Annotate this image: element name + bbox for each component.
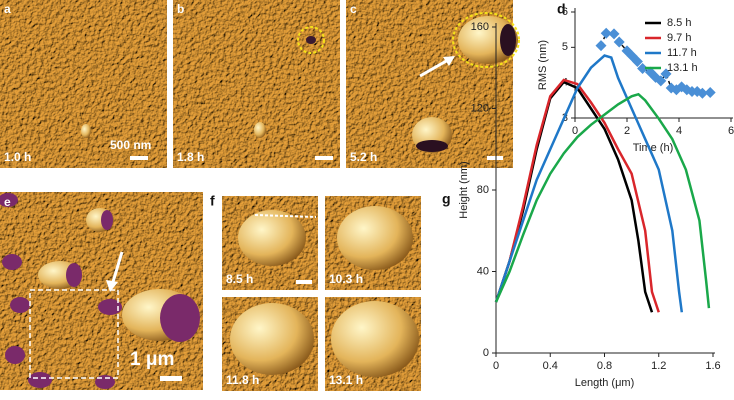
x-tick-label: 0.4 xyxy=(543,360,558,372)
arrow xyxy=(111,251,124,283)
time-label: 11.8 h xyxy=(226,373,259,387)
particle xyxy=(337,206,413,270)
line xyxy=(494,92,711,309)
scale-bar xyxy=(130,156,148,160)
y-axis-label: Height (nm) xyxy=(458,161,470,218)
image-f: 8.5 h 10.3 h 11.8 h 13.1 h xyxy=(222,196,421,391)
panel-label: c xyxy=(350,2,357,16)
x-tick-label: 0 xyxy=(572,125,578,137)
legend-label: 9.7 h xyxy=(667,32,691,44)
time-label: 1.8 h xyxy=(177,150,204,164)
particle xyxy=(331,301,419,377)
point xyxy=(613,36,625,48)
scale-bar xyxy=(160,376,182,381)
point xyxy=(704,87,716,99)
line xyxy=(494,78,660,313)
x-tick-label: 6 xyxy=(728,125,734,137)
panel-label: g xyxy=(442,191,451,207)
arrow-head xyxy=(106,280,118,292)
y-tick-label: 80 xyxy=(477,184,489,196)
scale-bar xyxy=(315,156,333,160)
point xyxy=(608,28,620,40)
x-axis-label: Length (μm) xyxy=(575,377,635,389)
time-label: 1.0 h xyxy=(4,150,31,164)
particle xyxy=(254,122,266,138)
point xyxy=(631,55,643,67)
y-tick-label: 40 xyxy=(477,265,489,277)
scale-bar xyxy=(296,280,312,284)
particle xyxy=(81,124,91,138)
panel-label: b xyxy=(177,2,184,16)
arrow-head xyxy=(443,56,455,66)
particle-shadow xyxy=(416,140,448,152)
particle xyxy=(306,36,316,44)
point xyxy=(595,40,607,52)
scale-label: 1 μm xyxy=(130,349,174,370)
x-tick-label: 0.8 xyxy=(597,360,612,372)
legend-label: 11.7 h xyxy=(667,47,697,59)
time-label: 13.1 h xyxy=(329,373,363,387)
x-axis-label: Time (h) xyxy=(633,142,674,154)
particle xyxy=(238,210,306,266)
y-tick-label: 6 xyxy=(562,6,568,18)
x-tick-label: 2 xyxy=(624,125,630,137)
panel-label: e xyxy=(4,195,11,209)
y-tick-label: 0 xyxy=(483,347,489,359)
legend-label: 8.5 h xyxy=(667,17,691,29)
scale-bar xyxy=(487,156,503,160)
panel-label: d xyxy=(557,1,566,17)
time-label: 5.2 h xyxy=(350,150,377,164)
particle-shadow xyxy=(500,24,516,56)
y-tick-label: 120 xyxy=(471,102,489,114)
arrow xyxy=(419,58,449,78)
y-tick-label: 5 xyxy=(562,41,568,53)
particles xyxy=(0,193,200,389)
point xyxy=(637,63,649,75)
line xyxy=(494,80,654,313)
highlight xyxy=(452,12,520,68)
time-label: 10.3 h xyxy=(329,272,363,286)
afm-images: a 1.0 h 500 nm b 1.8 h c 5.2 h xyxy=(0,0,520,391)
panel-label: a xyxy=(4,2,11,16)
highlight xyxy=(297,26,325,54)
x-tick-label: 0 xyxy=(493,360,499,372)
particle xyxy=(230,303,314,375)
legend-label: 13.1 h xyxy=(667,62,698,74)
image-a xyxy=(0,0,167,168)
image-b xyxy=(173,0,340,168)
point xyxy=(600,27,612,39)
scale-label: 500 nm xyxy=(110,138,151,152)
point xyxy=(696,87,708,99)
y-tick-label: 160 xyxy=(471,21,489,33)
point xyxy=(660,68,672,80)
line xyxy=(494,54,684,313)
panel-label: f xyxy=(210,193,215,209)
x-tick-label: 4 xyxy=(676,125,682,137)
y-axis-label: RMS (nm) xyxy=(537,40,549,90)
time-label: 8.5 h xyxy=(226,272,253,286)
x-tick-label: 1.6 xyxy=(705,360,720,372)
zoom-box xyxy=(29,289,119,379)
x-tick-label: 1.2 xyxy=(651,360,666,372)
point xyxy=(655,75,667,87)
profile-line xyxy=(254,214,317,218)
